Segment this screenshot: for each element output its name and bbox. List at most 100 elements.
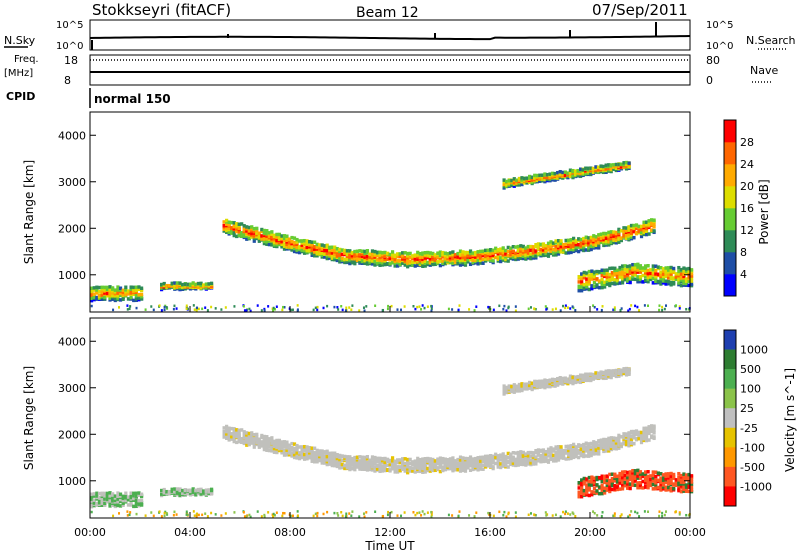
power-cell-971 xyxy=(582,245,586,249)
power-cell-1674 xyxy=(175,281,179,285)
power-cell-1071 xyxy=(617,231,621,236)
power-cell-1393 xyxy=(589,172,593,176)
velocity-cell-1028 xyxy=(602,441,606,446)
power-cell-211 xyxy=(297,239,302,243)
velocity-cell-288 xyxy=(325,449,329,454)
velocity-cell-1030 xyxy=(602,437,606,442)
power-cell-2004 xyxy=(669,275,673,280)
velocity-cell-371 xyxy=(355,455,359,460)
power-cell-1337 xyxy=(566,171,570,175)
power-cell-371 xyxy=(355,249,359,254)
velocity-cell-976 xyxy=(584,454,588,458)
power-cell-1977 xyxy=(659,273,663,277)
velocity-cell-187 xyxy=(290,454,294,458)
velocity-cell-1992 xyxy=(664,474,668,479)
velocity-speckle-130 xyxy=(165,512,168,515)
power-cell-948 xyxy=(572,244,576,248)
velocity-cell-1985 xyxy=(661,475,666,479)
velocity-cell-974 xyxy=(582,445,586,450)
velocity-cell-1453 xyxy=(612,373,616,377)
power-cell-685 xyxy=(471,251,475,255)
power-cell-82 xyxy=(252,239,256,243)
velocity-cell-772 xyxy=(506,465,510,469)
velocity-cell-1771 xyxy=(580,487,584,492)
velocity-cell-1103 xyxy=(629,439,634,443)
velocity-cell-710 xyxy=(481,457,485,462)
power-cell-733 xyxy=(489,248,493,252)
velocity-speckle-104 xyxy=(416,511,419,515)
velocity-cell-684 xyxy=(471,459,475,463)
power-speckle-142 xyxy=(571,305,574,308)
power-cell-1578 xyxy=(118,293,123,298)
velocity-cell-76 xyxy=(250,441,254,445)
power-cell-1941 xyxy=(646,279,650,284)
velocity-cell-558 xyxy=(426,466,430,471)
velocity-cell-216 xyxy=(300,447,304,451)
velocity-cell-993 xyxy=(589,445,593,449)
velocity-cell-1360 xyxy=(576,377,580,381)
velocity-speckle-149 xyxy=(344,515,347,518)
velocity-cell-384 xyxy=(360,458,365,463)
velocity-cell-737 xyxy=(491,459,495,464)
power-cell-2038 xyxy=(682,278,686,283)
power-cell-1027 xyxy=(602,237,606,242)
velocity-cell-33 xyxy=(235,440,239,445)
power-cell-546 xyxy=(421,255,425,259)
velocity-cell-1555 xyxy=(111,503,115,507)
vcbar-tick-4: -25 xyxy=(740,422,758,435)
velocity-cell-762 xyxy=(501,456,505,461)
velocity-cell-934 xyxy=(567,448,571,453)
power-speckle-95 xyxy=(337,308,340,311)
power-speckle-75 xyxy=(336,306,339,309)
velocity-cell-166 xyxy=(282,453,287,457)
velocity-cell-211 xyxy=(297,445,302,449)
power-cell-1072 xyxy=(617,229,621,234)
power-cell-352 xyxy=(350,260,354,264)
velocity-cell-411 xyxy=(370,465,375,469)
power-cell-1917 xyxy=(636,275,640,279)
velocity-cell-740 xyxy=(494,461,498,466)
power-cell-127 xyxy=(267,234,271,238)
power-cell-951 xyxy=(572,236,576,241)
velocity-cell-104 xyxy=(260,440,264,444)
power-cell-933 xyxy=(567,244,571,248)
nave-label: Nave xyxy=(750,64,778,77)
power-speckle-158 xyxy=(390,304,393,308)
cbar-tick-4: 20 xyxy=(740,180,754,193)
velocity-cell-1340 xyxy=(568,380,573,385)
power-cell-60 xyxy=(245,237,249,241)
power-cell-166 xyxy=(282,247,287,251)
power-cell-843 xyxy=(531,245,535,249)
velocity-cell-1903 xyxy=(631,480,635,485)
velocity-speckle-135 xyxy=(551,514,554,517)
power-cell-76 xyxy=(250,235,254,239)
velocity-cell-933 xyxy=(567,450,571,454)
velocity-cell-4 xyxy=(222,426,226,430)
power-cell-277 xyxy=(323,252,327,256)
power-speckle-73 xyxy=(387,304,390,308)
velocity-cell-200 xyxy=(295,454,299,458)
power-cell-1964 xyxy=(654,272,658,276)
power-cell-2032 xyxy=(679,274,683,278)
power-cell-771 xyxy=(504,248,508,253)
velocity-cell-1781 xyxy=(582,476,586,481)
velocity-cell-1625 xyxy=(140,503,144,507)
power-cell-1092 xyxy=(624,226,629,230)
velocity-cell-616 xyxy=(446,458,450,462)
velocity-speckle-6 xyxy=(333,511,336,515)
velocity-speckle-127 xyxy=(248,513,251,517)
power-cell-1158 xyxy=(652,225,656,229)
velocity-cell-2032 xyxy=(679,480,683,484)
velocity-cell-443 xyxy=(380,456,385,461)
power-cell-1108 xyxy=(632,235,636,240)
velocity-speckle-106 xyxy=(569,513,572,516)
velocity-cell-1812 xyxy=(595,483,599,487)
power-cell-1539 xyxy=(103,288,107,292)
power-cell-1226 xyxy=(525,176,529,180)
velocity-cell-1949 xyxy=(649,481,653,485)
velocity-speckle-51 xyxy=(291,514,294,518)
power-cell-1199 xyxy=(515,178,519,182)
power-cell-791 xyxy=(514,254,518,259)
